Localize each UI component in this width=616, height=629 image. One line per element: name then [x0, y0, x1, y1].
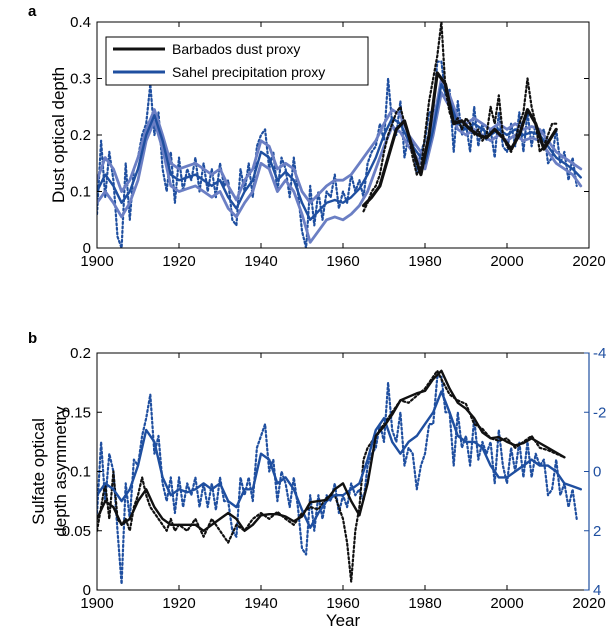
series-sulfate-optical-depth-asymmetry-annual: [97, 369, 566, 583]
x-tick-label: 2000: [490, 595, 523, 612]
right-y-tick-label: 0: [593, 464, 601, 481]
panel-a-letter: a: [28, 3, 37, 20]
panel-b: b 1900 1920 1940 1960 1980 2000 2020 00.050.10…: [28, 330, 606, 629]
series-sahel-precipitation-proxy: [97, 83, 582, 221]
y-tick-label: 0.2: [70, 345, 91, 362]
y-tick-label: 0.2: [70, 127, 91, 144]
x-tick-label: 2000: [490, 253, 523, 270]
right-y-tick-label: 4: [593, 582, 601, 599]
x-tick-label: 1980: [408, 595, 441, 612]
panel-b-y-axis-label-line1: Sulfate optical: [29, 418, 48, 525]
y-tick-label: 0.3: [70, 71, 91, 88]
right-y-tick-label: -4: [593, 345, 606, 362]
y-tick-label: 0.1: [70, 464, 91, 481]
y-tick-label: 0.4: [70, 14, 91, 31]
y-tick-label: 0.05: [62, 523, 91, 540]
series-barbados-dust-proxy-annual: [362, 22, 558, 213]
series-barbados-dust-proxy: [361, 71, 558, 208]
right-y-tick-label: 2: [593, 523, 601, 540]
x-tick-label: 1920: [162, 253, 195, 270]
x-tick-label: 1960: [326, 595, 359, 612]
legend-label-sahel: Sahel precipitation proxy: [172, 64, 325, 80]
panel-a-y-ticks: 0 0.1 0.2 0.3 0.4: [70, 14, 589, 257]
panel-b-letter: b: [28, 330, 37, 347]
x-tick-label: 1920: [162, 595, 195, 612]
panel-b-right-y-ticks: 4 2 0 -2 -4: [584, 345, 606, 599]
panel-b-y-ticks: 0 0.05 0.1 0.15 0.2: [62, 345, 102, 599]
panel-b-x-ticks: 1900 1920 1940 1960 1980 2000 2020: [80, 353, 606, 612]
panel-a-y-axis-label: Dust optical depth: [49, 67, 68, 203]
right-y-tick-label: -2: [593, 404, 606, 421]
y-tick-label: 0.15: [62, 404, 91, 421]
series-sahel-precipitation-proxy-upper-bound: [97, 77, 583, 205]
panel-a-legend: Barbados dust proxy Sahel precipitation …: [105, 36, 369, 86]
x-tick-label: 1900: [80, 253, 113, 270]
y-tick-label: 0.1: [70, 184, 91, 201]
x-tick-label: 1960: [326, 253, 359, 270]
panel-b-plot-area: [97, 369, 582, 586]
x-tick-label: 1900: [80, 595, 113, 612]
x-tick-label: 2020: [572, 253, 605, 270]
panel-b-x-axis-label: Year: [326, 611, 361, 629]
series-sulfate-optical-depth-asymmetry: [97, 369, 566, 532]
panel-b-y-axis-label-line2: depth asymmetry: [51, 406, 70, 537]
series-sahel-precipitation-proxy-annual: [97, 375, 578, 586]
series-sahel-precipitation-proxy: [97, 390, 582, 529]
y-tick-label: 0: [83, 582, 91, 599]
x-tick-label: 1940: [244, 253, 277, 270]
x-tick-label: 2020: [572, 595, 605, 612]
legend-box: [105, 36, 369, 86]
x-tick-label: 1980: [408, 253, 441, 270]
panel-a-plot-area: [97, 22, 583, 248]
y-tick-label: 0: [83, 240, 91, 257]
panel-a-x-ticks: 1900 1920 1940 1960 1980 2000 2020: [80, 22, 606, 270]
legend-label-barbados: Barbados dust proxy: [172, 41, 300, 57]
x-tick-label: 1940: [244, 595, 277, 612]
panel-a: a 1900 1920 1940 1960 1980 2000 2020 0 0.1 0.2 0.…: [28, 3, 606, 270]
